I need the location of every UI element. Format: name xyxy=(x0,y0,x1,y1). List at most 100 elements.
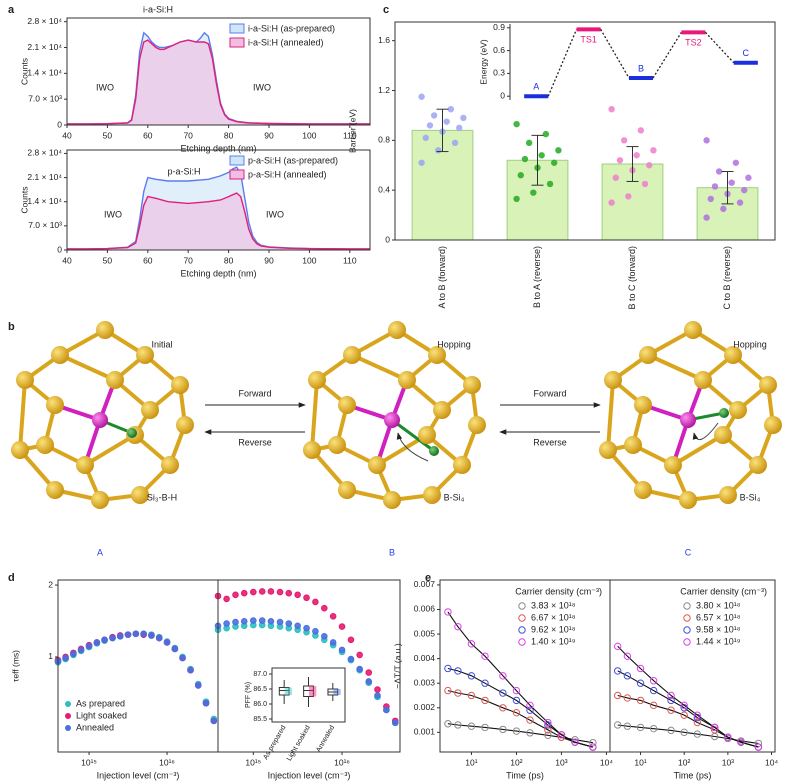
data-point xyxy=(649,686,658,695)
data-point xyxy=(329,612,337,620)
data-point xyxy=(444,664,452,673)
annotation: IWO xyxy=(266,209,284,219)
data-point xyxy=(649,724,658,733)
x-axis-label: Time (ps) xyxy=(674,770,712,780)
data-point xyxy=(132,630,140,638)
data-point xyxy=(589,743,597,751)
x-tick-label: 50 xyxy=(103,255,113,265)
si-atom xyxy=(639,346,657,364)
y-tick-label: 1 xyxy=(48,651,53,661)
fit-line xyxy=(447,667,594,748)
y-tick-label: 0.4 xyxy=(378,184,390,194)
data-point xyxy=(347,655,355,663)
y-tick-label: 2.8 × 10⁴ xyxy=(27,16,62,26)
data-point xyxy=(754,743,763,751)
data-point xyxy=(608,106,615,113)
legend-label: As prepared xyxy=(76,698,125,708)
y-tick-label: 85.5 xyxy=(253,716,267,723)
data-point xyxy=(435,147,442,154)
data-point xyxy=(512,727,521,735)
x-tick-label: 10¹ xyxy=(465,757,477,767)
data-point xyxy=(616,157,624,164)
annotation: IWO xyxy=(253,82,271,92)
data-point xyxy=(521,155,529,163)
data-point xyxy=(179,654,186,662)
legend-label: p-a-Si:H (annealed) xyxy=(248,169,327,179)
plot-frame xyxy=(394,21,776,241)
x-tick-label: 10¹⁵ xyxy=(81,757,97,767)
data-point xyxy=(633,152,640,159)
data-point xyxy=(124,631,132,638)
si-atom xyxy=(724,346,742,364)
y-tick-label: 0.9 xyxy=(493,22,505,32)
data-point xyxy=(374,692,381,699)
fit-line xyxy=(447,690,594,748)
bond xyxy=(59,353,116,382)
y-tick-label: 0 xyxy=(500,90,505,100)
x-tick-label: 70 xyxy=(183,130,193,140)
data-point xyxy=(499,689,507,697)
x-tick-label: 10¹⁶ xyxy=(159,757,175,767)
data-point xyxy=(732,159,740,166)
data-point xyxy=(649,677,658,685)
level-label: B xyxy=(638,63,644,73)
data-point xyxy=(250,588,257,596)
data-point xyxy=(356,665,363,673)
b-atom xyxy=(384,412,400,428)
data-point xyxy=(383,706,390,714)
data-point xyxy=(715,168,723,175)
data-point xyxy=(85,642,93,650)
data-point xyxy=(613,642,622,651)
data-point xyxy=(444,720,452,728)
legend-marker xyxy=(683,638,691,646)
data-point xyxy=(140,630,147,638)
data-point xyxy=(526,716,534,724)
data-point xyxy=(741,186,748,194)
panel-label: e xyxy=(425,572,431,584)
data-point xyxy=(365,678,373,685)
si-atom xyxy=(176,416,194,434)
x-tick-label: Light soaked xyxy=(286,724,312,762)
data-point xyxy=(481,679,489,687)
x-tick-label: 70 xyxy=(183,255,193,265)
y-tick-label: 7.0 × 10³ xyxy=(28,93,62,103)
data-point xyxy=(232,618,239,626)
data-point xyxy=(625,193,632,200)
y-tick-label: 1.4 × 10⁴ xyxy=(27,196,62,206)
data-point xyxy=(460,114,467,122)
x-tick-label: 10⁴ xyxy=(765,757,778,767)
data-point xyxy=(542,130,550,138)
data-point xyxy=(258,588,266,595)
annotation: p-a-Si:H xyxy=(167,166,200,176)
legend-marker xyxy=(683,602,691,610)
data-point xyxy=(680,701,688,710)
si-atom xyxy=(428,346,446,364)
area-shade xyxy=(67,193,370,250)
y-axis-label: −ΔT/T (a.u.) xyxy=(392,643,402,689)
si-atom xyxy=(51,346,69,364)
x-axis-label: Etching depth (nm) xyxy=(180,268,256,278)
si-atom xyxy=(719,486,737,504)
data-point xyxy=(608,199,615,206)
x-tick-label: 90 xyxy=(264,255,274,265)
data-point xyxy=(512,686,521,695)
data-point xyxy=(620,137,628,144)
y-tick-label: 0.002 xyxy=(414,702,436,712)
structure-formula: B-Si₄ xyxy=(740,492,761,502)
data-point xyxy=(707,195,714,203)
y-tick-label: 0.6 xyxy=(493,45,505,55)
y-tick-label: 0.004 xyxy=(414,653,436,663)
si-atom xyxy=(624,436,642,454)
data-point xyxy=(637,127,645,134)
si-atom xyxy=(76,456,94,474)
y-tick-label: 2.8 × 10⁴ xyxy=(27,148,62,158)
data-point xyxy=(525,139,533,147)
data-point xyxy=(737,738,745,746)
data-point xyxy=(724,733,732,741)
data-point xyxy=(454,689,462,697)
data-point xyxy=(555,147,562,154)
level-label: TS2 xyxy=(685,38,702,48)
data-point xyxy=(557,733,566,741)
annotation: IWO xyxy=(104,209,122,219)
legend-label: 1.40 × 10¹⁹ xyxy=(531,636,576,646)
